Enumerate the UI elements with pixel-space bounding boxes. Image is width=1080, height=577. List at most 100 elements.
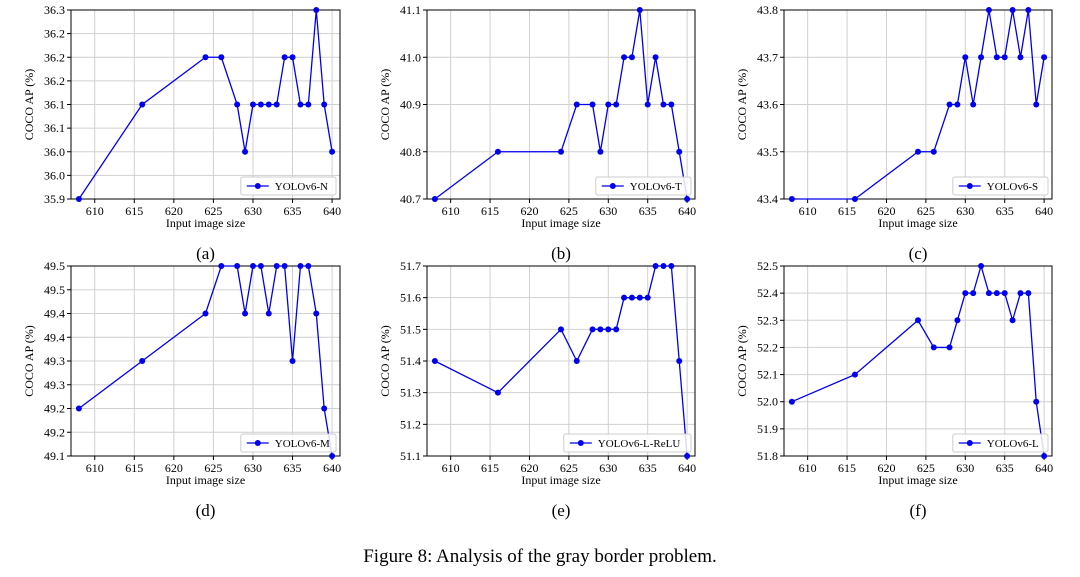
data-point [597, 326, 604, 333]
x-tick-label: 615 [481, 461, 499, 475]
legend-label: YOLOv6-N [275, 181, 328, 193]
data-point [1025, 290, 1032, 297]
x-tick-label: 625 [560, 461, 578, 475]
data-point [597, 148, 604, 155]
x-tick-label: 640 [323, 204, 341, 218]
chart-panel-5: 610 615 620 625 630 635 640 51.1 51.2 51.3 51.4 51.… [378, 259, 696, 520]
x-tick-label: 640 [678, 204, 696, 218]
data-point [202, 310, 209, 317]
y-tick-label: 36.3 [44, 3, 65, 17]
data-point [558, 326, 564, 333]
x-axis-label: Input image size [166, 216, 245, 230]
data-point [273, 263, 280, 269]
x-tick-label: 640 [1035, 461, 1053, 475]
x-tick-label: 635 [996, 204, 1014, 218]
x-tick-label: 635 [639, 461, 657, 475]
data-point [281, 54, 288, 61]
data-point [242, 148, 249, 155]
data-point [644, 101, 651, 108]
y-axis-label: COCO AP (%) [22, 325, 36, 397]
data-point [954, 317, 961, 324]
legend-marker [966, 440, 973, 446]
data-point [621, 54, 628, 61]
data-point [494, 148, 501, 155]
data-point [1025, 7, 1032, 13]
panel-label: (f) [910, 501, 927, 520]
y-tick-label: 52.0 [757, 395, 778, 409]
y-axis-label: COCO AP (%) [735, 69, 749, 141]
data-point [605, 326, 612, 333]
data-point [321, 405, 328, 412]
y-tick-label: 36.1 [44, 121, 65, 135]
data-point [273, 101, 280, 108]
data-point [329, 453, 336, 459]
x-tick-label: 625 [560, 204, 578, 218]
y-tick-label: 41.0 [400, 50, 421, 64]
y-tick-label: 43.8 [757, 3, 778, 17]
panel-label: (b) [551, 244, 571, 263]
legend-marker [609, 183, 616, 189]
data-point [1033, 398, 1040, 405]
x-tick-label: 620 [520, 461, 538, 475]
data-point [281, 263, 288, 269]
x-tick-label: 620 [520, 204, 538, 218]
chart-panel-4: 610 615 620 625 630 635 640 49.1 49.2 49.2 49.3 49.… [22, 259, 341, 520]
data-point [1017, 290, 1024, 297]
data-point [297, 263, 304, 269]
data-point [589, 101, 596, 108]
x-tick-label: 610 [799, 461, 817, 475]
y-tick-label: 51.8 [757, 449, 778, 463]
y-tick-label: 51.1 [400, 449, 421, 463]
y-tick-label: 36.0 [44, 168, 65, 182]
data-point [628, 294, 635, 301]
data-point [993, 54, 1000, 61]
data-point [297, 101, 304, 108]
data-point [788, 196, 795, 202]
y-tick-label: 51.6 [400, 291, 421, 305]
data-point [573, 101, 580, 108]
x-tick-label: 620 [877, 461, 895, 475]
data-point [265, 101, 272, 108]
data-point [202, 54, 209, 61]
y-axis-label: COCO AP (%) [378, 69, 392, 141]
y-tick-label: 52.2 [757, 340, 778, 354]
data-point [652, 54, 659, 61]
data-point [946, 344, 953, 351]
y-tick-label: 36.1 [44, 98, 65, 112]
y-tick-label: 35.9 [44, 192, 65, 206]
y-tick-label: 40.8 [400, 145, 421, 159]
legend-label: YOLOv6-M [275, 438, 330, 450]
x-tick-label: 615 [125, 461, 143, 475]
data-point [962, 290, 969, 297]
legend-marker [577, 440, 584, 446]
y-axis-label: COCO AP (%) [378, 325, 392, 397]
y-tick-label: 49.4 [44, 330, 65, 344]
x-tick-label: 615 [838, 461, 856, 475]
data-point [249, 263, 256, 269]
data-point [1009, 317, 1016, 324]
data-point [329, 148, 336, 155]
data-point [257, 263, 264, 269]
data-point [234, 263, 241, 269]
y-tick-label: 36.2 [44, 27, 65, 41]
data-point [676, 148, 683, 155]
figure-caption: Figure 8: Analysis of the gray border pr… [363, 546, 717, 567]
data-point [305, 263, 312, 269]
x-axis-label: Input image size [878, 216, 957, 230]
data-point [954, 101, 961, 108]
y-tick-label: 40.7 [400, 192, 421, 206]
x-tick-label: 630 [956, 204, 974, 218]
data-point [234, 101, 241, 108]
y-axis-label: COCO AP (%) [735, 325, 749, 397]
data-point [985, 7, 992, 13]
y-tick-label: 52.3 [757, 313, 778, 327]
x-tick-label: 630 [956, 461, 974, 475]
data-point [668, 263, 675, 269]
y-tick-label: 51.4 [400, 354, 421, 368]
y-tick-label: 51.7 [400, 259, 421, 273]
data-point [305, 101, 312, 108]
x-tick-label: 625 [204, 461, 222, 475]
legend-marker [254, 440, 261, 446]
data-point [676, 358, 683, 364]
legend-box [563, 433, 692, 453]
